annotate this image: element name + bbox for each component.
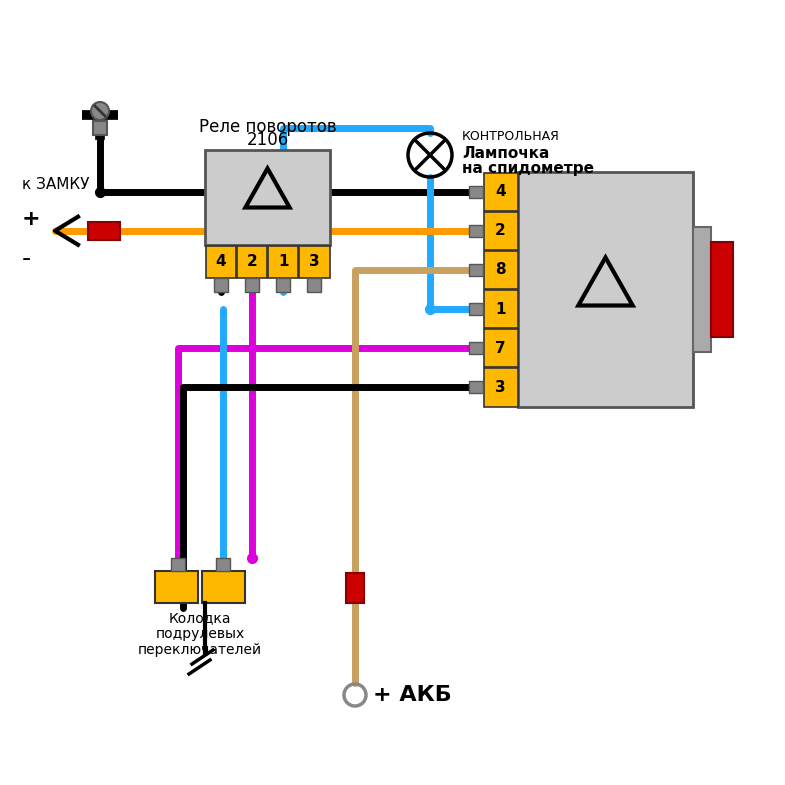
Text: к ЗАМКУ: к ЗАМКУ: [22, 177, 89, 192]
Text: + АКБ: + АКБ: [373, 685, 451, 705]
Bar: [346, 573, 364, 603]
Text: Лампочка: Лампочка: [462, 145, 550, 160]
Bar: [484, 368, 517, 407]
Text: -: -: [22, 246, 31, 271]
Bar: [484, 212, 517, 250]
Bar: [484, 290, 517, 328]
Bar: [205, 150, 330, 245]
Bar: [469, 185, 483, 198]
Bar: [216, 558, 229, 571]
Text: +: +: [22, 209, 41, 228]
Bar: [237, 246, 267, 278]
Text: Колодка
подрулевых
переключателей: Колодка подрулевых переключателей: [138, 611, 262, 657]
Text: 2: 2: [495, 223, 506, 239]
Bar: [268, 246, 298, 278]
Bar: [206, 246, 236, 278]
Bar: [308, 278, 321, 292]
Text: 3: 3: [309, 254, 319, 269]
Bar: [469, 225, 483, 237]
Bar: [202, 571, 245, 603]
Bar: [155, 571, 198, 603]
Bar: [484, 173, 517, 210]
Bar: [214, 278, 228, 292]
Bar: [469, 382, 483, 393]
Bar: [518, 172, 693, 407]
Text: КОНТРОЛЬНАЯ: КОНТРОЛЬНАЯ: [462, 130, 560, 144]
Bar: [93, 121, 107, 135]
Text: 3: 3: [495, 380, 506, 395]
Text: 2: 2: [246, 254, 257, 269]
Bar: [484, 329, 517, 367]
Text: 7: 7: [495, 341, 506, 356]
Text: 8: 8: [495, 262, 506, 277]
Text: 4: 4: [215, 254, 226, 269]
Bar: [88, 221, 120, 239]
Bar: [469, 303, 483, 315]
Bar: [484, 251, 517, 289]
Bar: [245, 278, 259, 292]
Text: 1: 1: [278, 254, 288, 269]
Text: 2106: 2106: [246, 131, 289, 149]
Bar: [469, 342, 483, 354]
Bar: [299, 246, 330, 278]
Bar: [276, 278, 290, 292]
Text: Реле поворотов: Реле поворотов: [199, 118, 336, 136]
Circle shape: [91, 102, 109, 120]
Text: 1: 1: [495, 301, 506, 316]
Bar: [711, 242, 733, 337]
Text: на спидометре: на спидометре: [462, 162, 594, 177]
Bar: [469, 264, 483, 276]
Bar: [170, 558, 184, 571]
Text: 4: 4: [495, 184, 506, 199]
Bar: [693, 227, 711, 352]
